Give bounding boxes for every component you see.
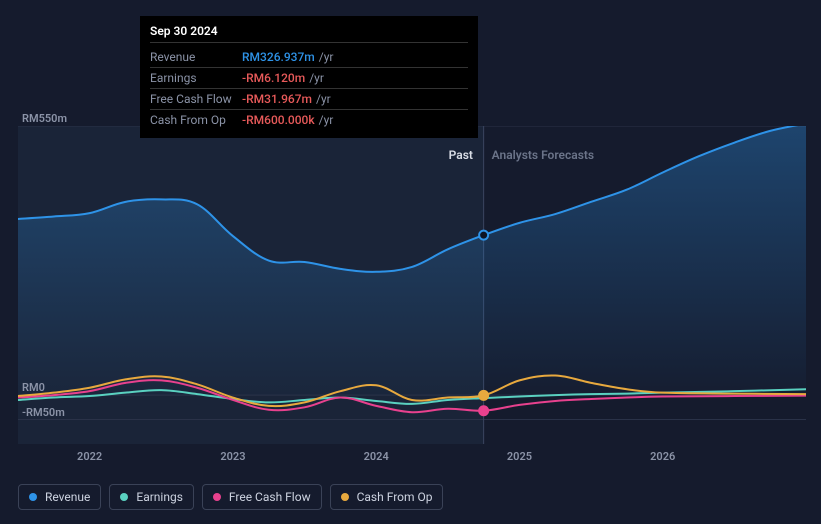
tooltip-metric-value: RM326.937m xyxy=(242,50,315,64)
x-tick-label: 2026 xyxy=(650,450,675,463)
y-tick-label: -RM50m xyxy=(22,406,65,419)
tooltip-row: RevenueRM326.937m/yr xyxy=(150,47,468,68)
tooltip-metric-value: -RM6.120m xyxy=(242,71,305,85)
tooltip-metric-label: Free Cash Flow xyxy=(150,92,242,106)
legend-label: Cash From Op xyxy=(357,490,433,504)
tooltip-suffix: /yr xyxy=(316,92,331,106)
tooltip-metric-value: -RM31.967m xyxy=(242,92,312,106)
legend-dot-icon xyxy=(213,493,221,501)
x-axis-labels: 2022 2023 2024 2025 2026 xyxy=(18,450,806,470)
tooltip-suffix: /yr xyxy=(309,71,324,85)
forecast-label: Analysts Forecasts xyxy=(492,148,594,162)
tooltip-row: Cash From Op-RM600.000k/yr xyxy=(150,110,468,130)
legend-item-revenue[interactable]: Revenue xyxy=(18,484,101,510)
legend-dot-icon xyxy=(341,493,349,501)
past-label: Past xyxy=(449,148,473,162)
tooltip-rows: RevenueRM326.937m/yrEarnings-RM6.120m/yr… xyxy=(150,47,468,130)
legend-item-earnings[interactable]: Earnings xyxy=(109,484,194,510)
legend-label: Revenue xyxy=(45,490,90,504)
tooltip-suffix: /yr xyxy=(319,50,334,64)
tooltip-metric-value: -RM600.000k xyxy=(242,113,315,127)
chart-svg xyxy=(18,126,806,444)
y-tick-label: RM550m xyxy=(22,112,67,125)
tooltip-row: Free Cash Flow-RM31.967m/yr xyxy=(150,89,468,110)
tooltip-row: Earnings-RM6.120m/yr xyxy=(150,68,468,89)
tooltip-metric-label: Revenue xyxy=(150,50,242,64)
x-tick-label: 2024 xyxy=(364,450,389,463)
tooltip-suffix: /yr xyxy=(319,113,334,127)
legend-dot-icon xyxy=(120,493,128,501)
chart-tooltip: Sep 30 2024 RevenueRM326.937m/yrEarnings… xyxy=(140,16,478,138)
financial-chart: Past Analysts Forecasts xyxy=(18,126,806,444)
legend-item-fcf[interactable]: Free Cash Flow xyxy=(202,484,322,510)
legend-item-cfo[interactable]: Cash From Op xyxy=(330,484,444,510)
chart-legend: Revenue Earnings Free Cash Flow Cash From O… xyxy=(18,484,443,510)
legend-label: Earnings xyxy=(136,490,183,504)
legend-dot-icon xyxy=(29,493,37,501)
tooltip-metric-label: Cash From Op xyxy=(150,113,242,127)
legend-label: Free Cash Flow xyxy=(229,490,311,504)
tooltip-metric-label: Earnings xyxy=(150,71,242,85)
x-tick-label: 2022 xyxy=(77,450,102,463)
x-tick-label: 2025 xyxy=(507,450,532,463)
tooltip-date: Sep 30 2024 xyxy=(150,24,468,43)
y-tick-label: RM0 xyxy=(22,381,45,394)
x-tick-label: 2023 xyxy=(220,450,245,463)
